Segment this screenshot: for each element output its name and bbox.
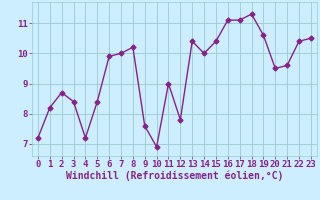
X-axis label: Windchill (Refroidissement éolien,°C): Windchill (Refroidissement éolien,°C) — [66, 171, 283, 181]
